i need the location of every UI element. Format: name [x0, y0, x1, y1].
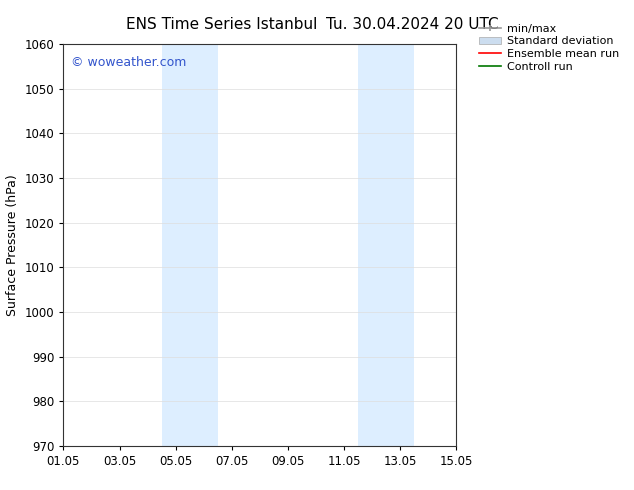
Text: Tu. 30.04.2024 20 UTC: Tu. 30.04.2024 20 UTC: [326, 17, 498, 32]
Bar: [162, 44, 218, 446]
Bar: [358, 44, 415, 446]
Text: ENS Time Series Istanbul: ENS Time Series Istanbul: [126, 17, 318, 32]
Y-axis label: Surface Pressure (hPa): Surface Pressure (hPa): [6, 174, 19, 316]
Legend: min/max, Standard deviation, Ensemble mean run, Controll run: min/max, Standard deviation, Ensemble me…: [476, 20, 622, 75]
Text: © woweather.com: © woweather.com: [71, 56, 186, 69]
